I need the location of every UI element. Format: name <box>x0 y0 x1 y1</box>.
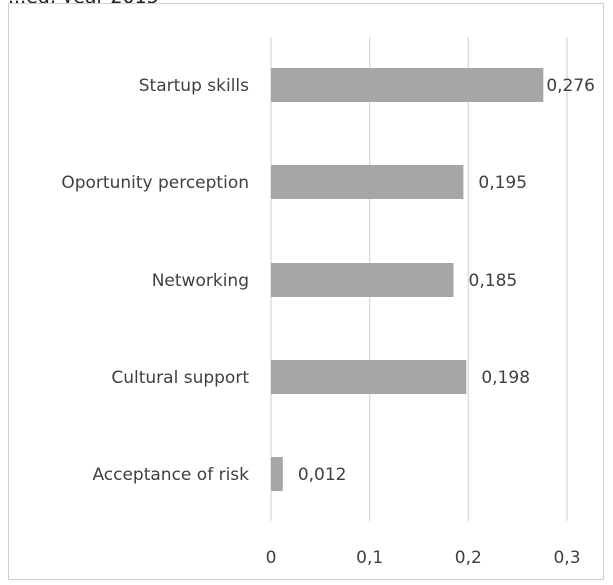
data-label: 0,195 <box>478 173 527 193</box>
x-tick-label: 0,2 <box>455 548 482 568</box>
bar <box>271 263 454 297</box>
category-label: Acceptance of risk <box>92 465 249 485</box>
labels: 0 0,1 0,2 0,3 Startup skills 0,276 Oportunity … <box>61 76 595 568</box>
category-label: Cultural support <box>111 368 249 388</box>
bar <box>271 457 283 491</box>
bar <box>271 165 464 199</box>
data-label: 0,276 <box>546 76 595 96</box>
data-label: 0,198 <box>481 368 530 388</box>
category-label: Oportunity perception <box>61 173 249 193</box>
bar <box>271 68 544 102</box>
bars <box>271 68 544 491</box>
data-label: 0,012 <box>298 465 347 485</box>
data-label: 0,185 <box>469 271 518 291</box>
x-tick-label: 0,1 <box>356 548 383 568</box>
x-tick-label: 0 <box>266 548 277 568</box>
category-label: Networking <box>152 271 249 291</box>
category-label: Startup skills <box>139 76 249 96</box>
x-tick-label: 0,3 <box>553 548 580 568</box>
bar <box>271 360 467 394</box>
